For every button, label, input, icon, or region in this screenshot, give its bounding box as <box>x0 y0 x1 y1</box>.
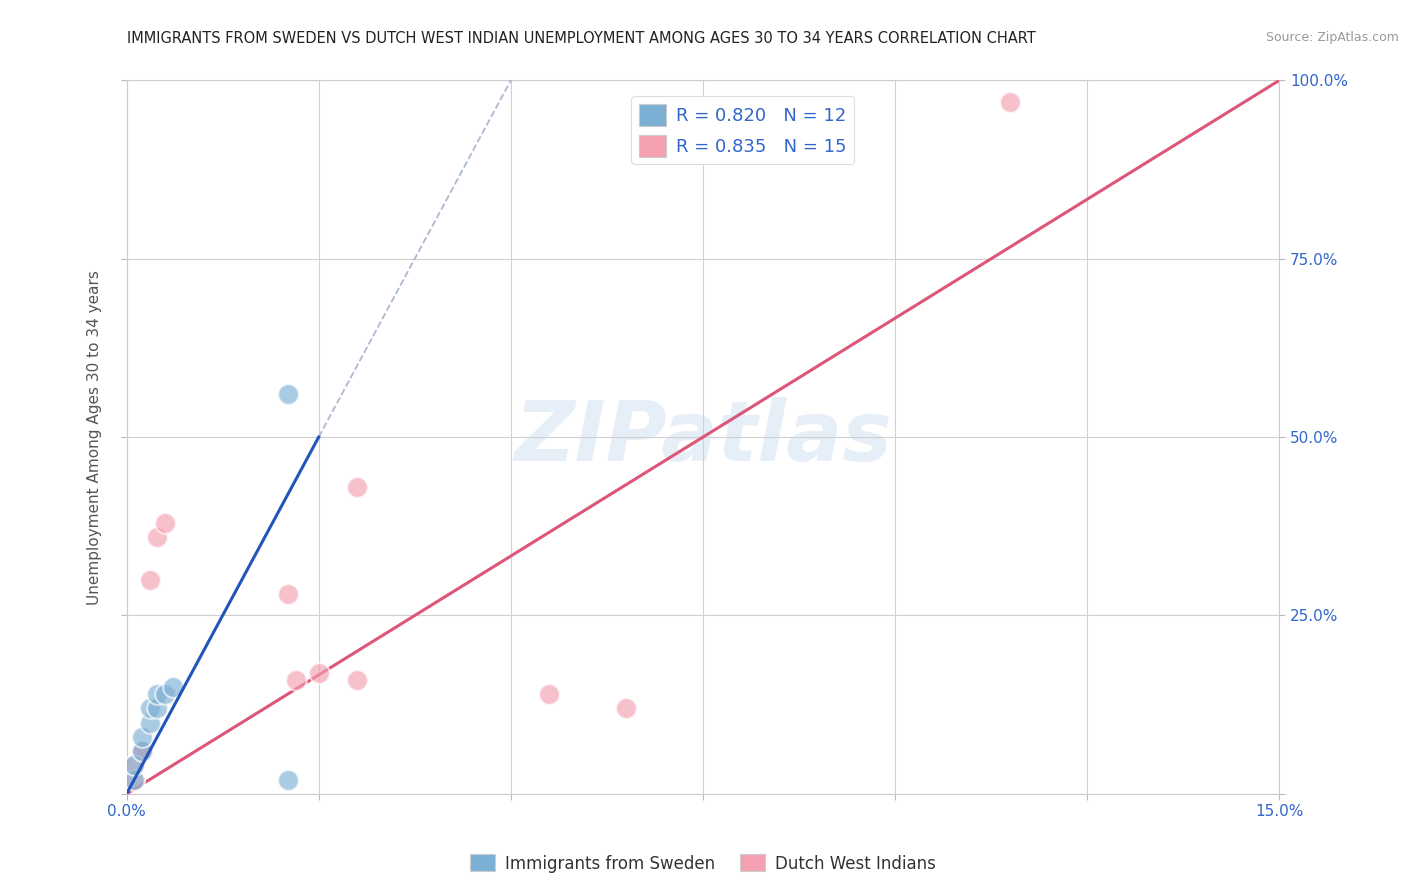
Point <box>146 687 169 701</box>
Point <box>308 665 330 680</box>
Point <box>284 673 307 687</box>
Point <box>1000 95 1022 109</box>
Point <box>346 480 368 494</box>
Text: IMMIGRANTS FROM SWEDEN VS DUTCH WEST INDIAN UNEMPLOYMENT AMONG AGES 30 TO 34 YEA: IMMIGRANTS FROM SWEDEN VS DUTCH WEST IND… <box>127 31 1035 46</box>
Point <box>122 772 145 787</box>
Point <box>153 687 176 701</box>
Point <box>138 573 160 587</box>
Point <box>146 530 169 544</box>
Point <box>138 715 160 730</box>
Point <box>277 587 299 601</box>
Point <box>146 701 169 715</box>
Point <box>131 744 153 758</box>
Point <box>138 701 160 715</box>
Point <box>346 673 368 687</box>
Legend: R = 0.820   N = 12, R = 0.835   N = 15: R = 0.820 N = 12, R = 0.835 N = 15 <box>631 96 855 164</box>
Point <box>538 687 561 701</box>
Legend: Immigrants from Sweden, Dutch West Indians: Immigrants from Sweden, Dutch West India… <box>464 847 942 880</box>
Point <box>153 516 176 530</box>
Point <box>122 772 145 787</box>
Text: Source: ZipAtlas.com: Source: ZipAtlas.com <box>1265 31 1399 45</box>
Text: ZIPatlas: ZIPatlas <box>515 397 891 477</box>
Point <box>277 387 299 401</box>
Point <box>131 744 153 758</box>
Point <box>614 701 637 715</box>
Point <box>277 772 299 787</box>
Point <box>131 730 153 744</box>
Point <box>131 744 153 758</box>
Point <box>122 758 145 772</box>
Point <box>162 680 184 694</box>
Point <box>122 758 145 772</box>
Y-axis label: Unemployment Among Ages 30 to 34 years: Unemployment Among Ages 30 to 34 years <box>87 269 103 605</box>
